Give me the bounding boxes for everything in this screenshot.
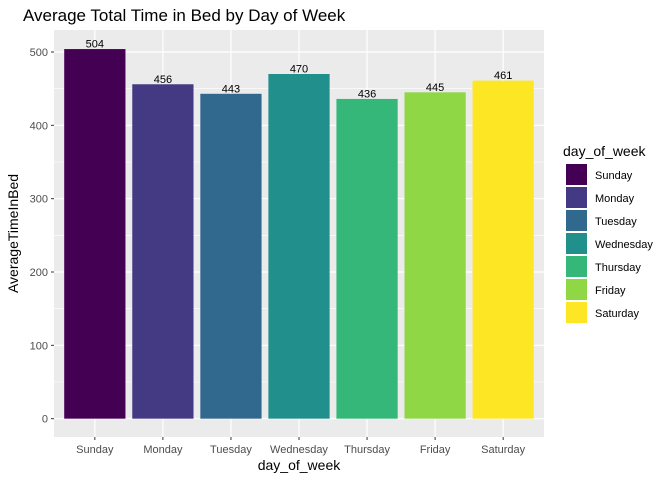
bar-wednesday <box>268 74 330 419</box>
data-label: 456 <box>154 74 172 86</box>
y-tick-label: 200 <box>30 267 48 279</box>
legend-swatch-friday <box>566 279 587 300</box>
x-axis-title: day_of_week <box>258 457 342 473</box>
data-label: 461 <box>494 70 512 82</box>
y-axis: 0 100 200 300 400 500 <box>30 47 54 426</box>
bar-saturday <box>472 80 534 419</box>
bar-friday <box>404 92 466 419</box>
legend-title: day_of_week <box>563 143 647 159</box>
data-label: 445 <box>426 82 444 94</box>
x-tick-label: Thursday <box>344 444 390 456</box>
x-axis: Sunday Monday Tuesday Wednesday Thursday Frid… <box>76 437 526 456</box>
y-axis-title: AverageTimeInBed <box>5 174 21 293</box>
legend-swatch-monday <box>566 187 587 208</box>
legend-label: Friday <box>595 285 626 297</box>
legend: day_of_week Sunday Monday Tuesday Wednesday… <box>563 143 653 323</box>
data-label: 504 <box>86 39 104 51</box>
x-tick-label: Friday <box>420 444 451 456</box>
legend-label: Saturday <box>595 308 640 320</box>
bar-sunday <box>64 49 126 419</box>
data-labels: 504 456 443 470 436 445 461 <box>86 39 513 101</box>
bar-monday <box>132 84 194 419</box>
legend-swatch-tuesday <box>566 210 587 231</box>
chart-title: Average Total Time in Bed by Day of Week <box>23 6 346 25</box>
y-tick-label: 100 <box>30 340 48 352</box>
bar-tuesday <box>200 93 262 419</box>
legend-label: Monday <box>595 193 635 205</box>
x-tick-label: Monday <box>143 444 183 456</box>
legend-label: Wednesday <box>595 239 653 251</box>
legend-swatch-thursday <box>566 256 587 277</box>
legend-swatch-saturday <box>566 302 587 323</box>
legend-swatch-sunday <box>566 164 587 185</box>
legend-label: Sunday <box>595 170 633 182</box>
y-tick-label: 500 <box>30 47 48 59</box>
bars <box>64 49 534 419</box>
data-label: 443 <box>222 83 240 95</box>
legend-label: Tuesday <box>595 216 637 228</box>
x-tick-label: Sunday <box>76 444 114 456</box>
x-tick-label: Tuesday <box>210 444 252 456</box>
legend-swatch-wednesday <box>566 233 587 254</box>
y-tick-label: 400 <box>30 120 48 132</box>
bar-thursday <box>336 98 398 419</box>
y-tick-label: 0 <box>42 414 48 426</box>
data-label: 436 <box>358 88 376 100</box>
y-tick-label: 300 <box>30 194 48 206</box>
x-tick-label: Saturday <box>481 444 526 456</box>
legend-label: Thursday <box>595 262 641 274</box>
data-label: 470 <box>290 64 308 76</box>
x-tick-label: Wednesday <box>270 444 328 456</box>
